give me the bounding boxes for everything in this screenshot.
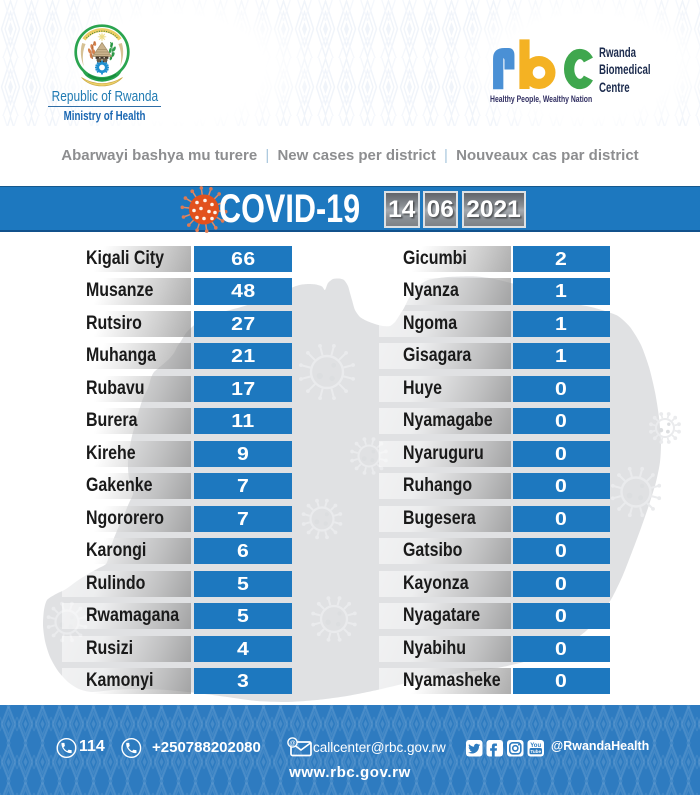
svg-text:You: You	[530, 743, 541, 749]
svg-text:Tube: Tube	[530, 749, 541, 754]
svg-text:@: @	[289, 740, 296, 747]
